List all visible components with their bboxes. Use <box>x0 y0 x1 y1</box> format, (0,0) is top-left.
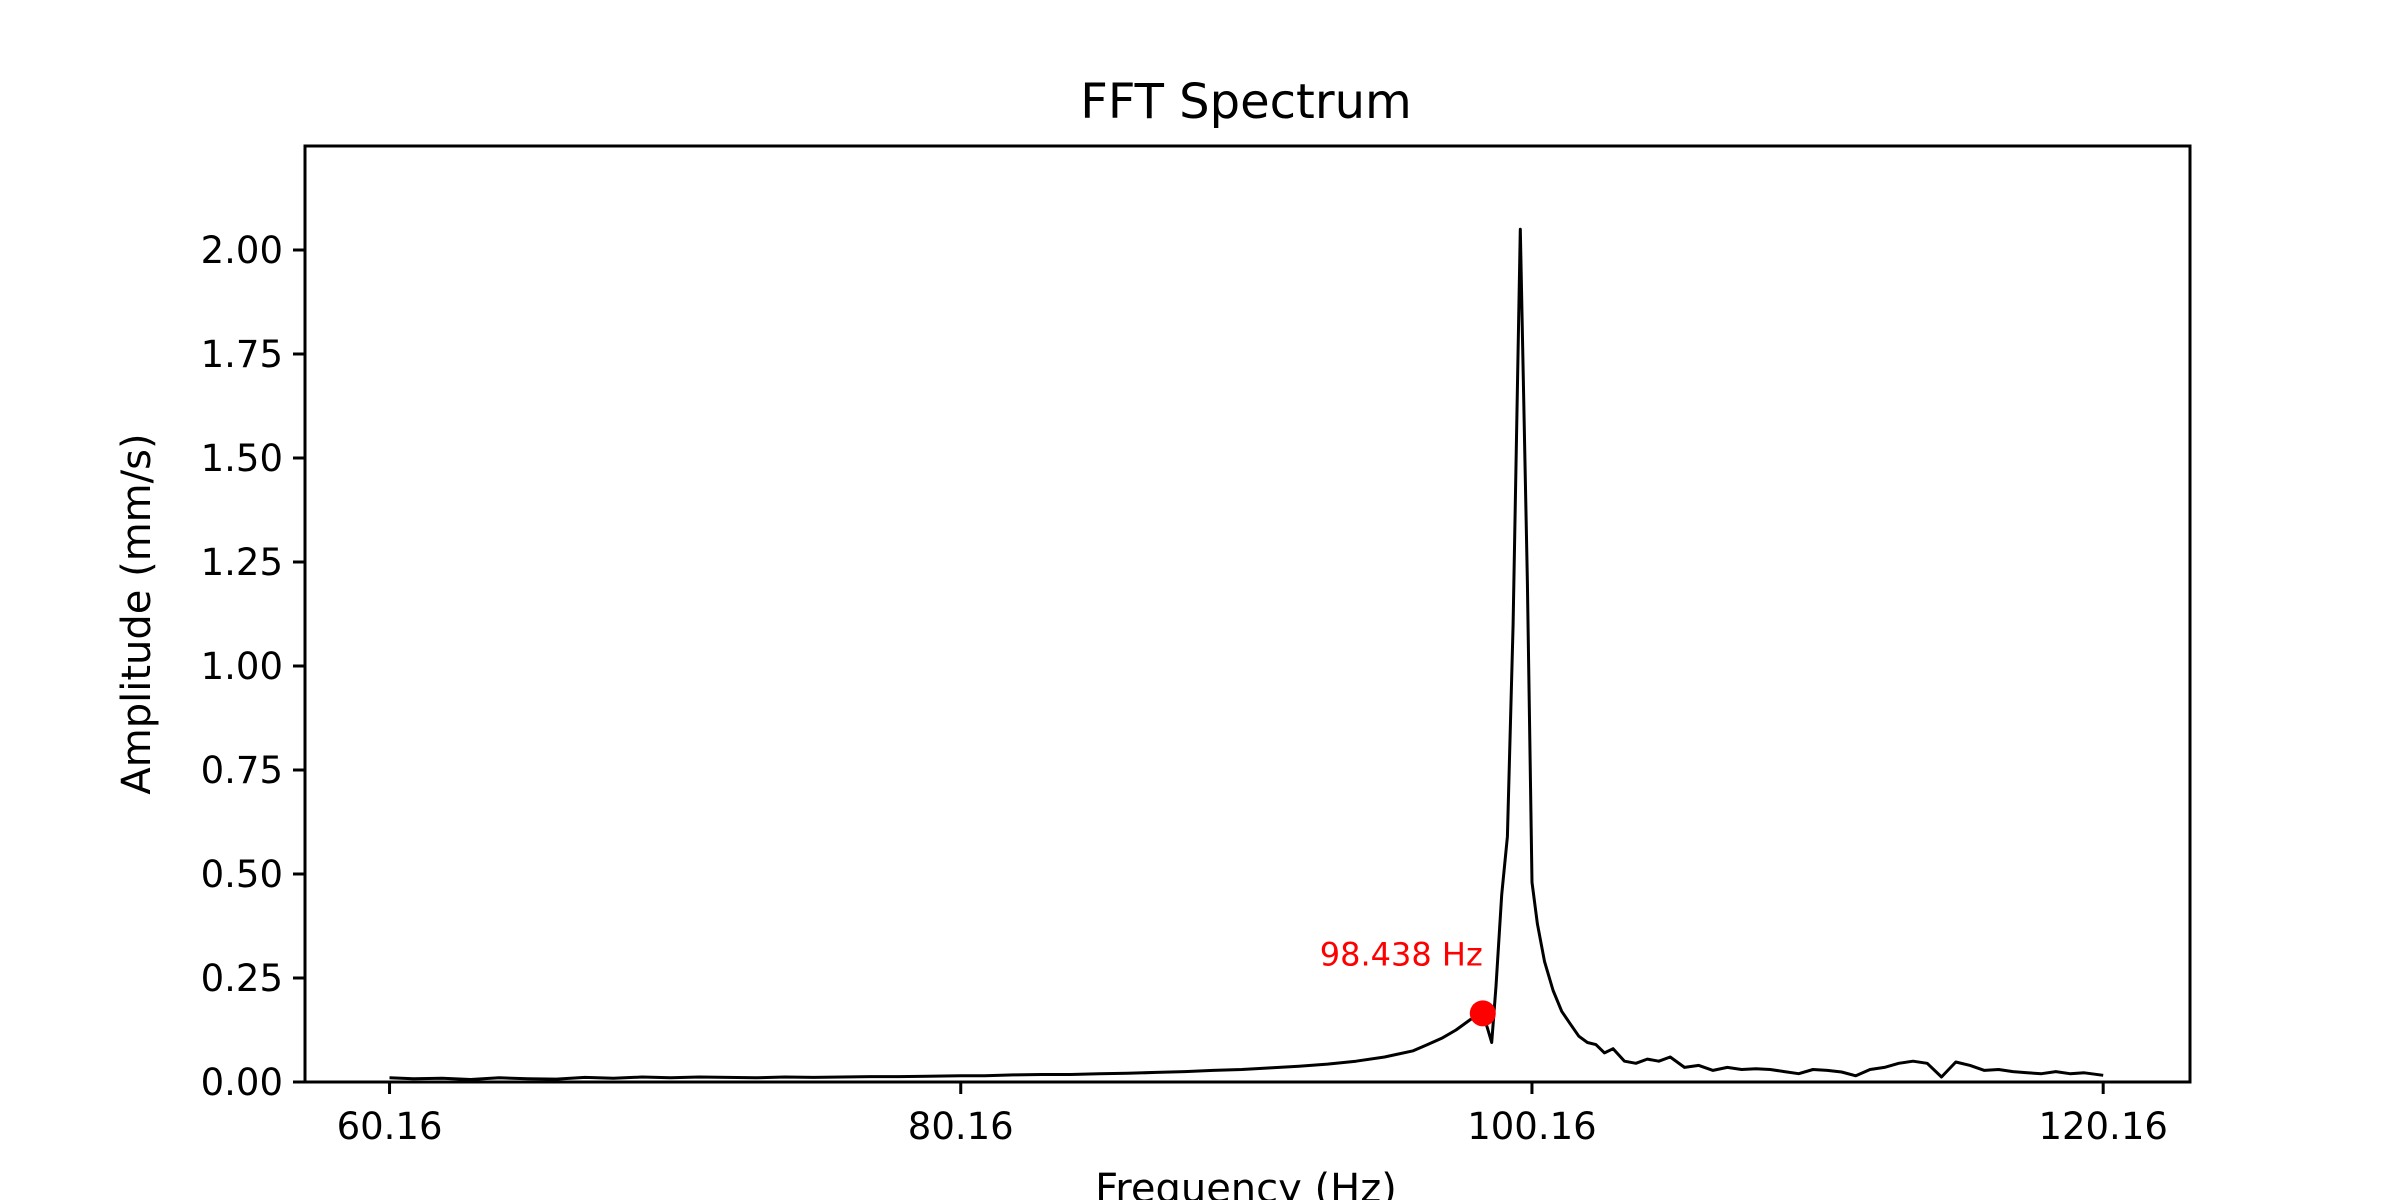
x-tick-label: 80.16 <box>908 1105 1014 1148</box>
plot-area: 60.16 80.16 100.16 120.16 0.00 0.25 0.50 0.75 1.… <box>201 227 2168 1148</box>
y-tick-label: 1.00 <box>201 645 283 688</box>
y-tick-label: 1.75 <box>201 333 283 376</box>
peak-annotation: 98.438 Hz <box>1320 935 1483 973</box>
spectrum-line <box>389 227 2104 1081</box>
y-axis-label: Amplitude (mm/s) <box>114 433 160 794</box>
y-tick-label: 0.75 <box>201 749 283 792</box>
x-tick-label: 120.16 <box>2038 1105 2167 1148</box>
y-tick-label: 0.25 <box>201 957 283 1000</box>
chart-title: FFT Spectrum <box>1080 74 1412 130</box>
x-tick-label: 60.16 <box>337 1105 443 1148</box>
x-axis-label: Frequency (Hz) <box>1095 1166 1397 1200</box>
peak-marker <box>1469 1000 1496 1027</box>
x-tick-label: 100.16 <box>1467 1105 1596 1148</box>
y-tick-label: 0.50 <box>201 853 283 896</box>
y-tick-label: 2.00 <box>201 229 283 272</box>
y-tick-label: 0.00 <box>201 1061 283 1104</box>
y-tick-label: 1.50 <box>201 437 283 480</box>
y-tick-label: 1.25 <box>201 541 283 584</box>
axes-frame <box>303 144 2192 1084</box>
